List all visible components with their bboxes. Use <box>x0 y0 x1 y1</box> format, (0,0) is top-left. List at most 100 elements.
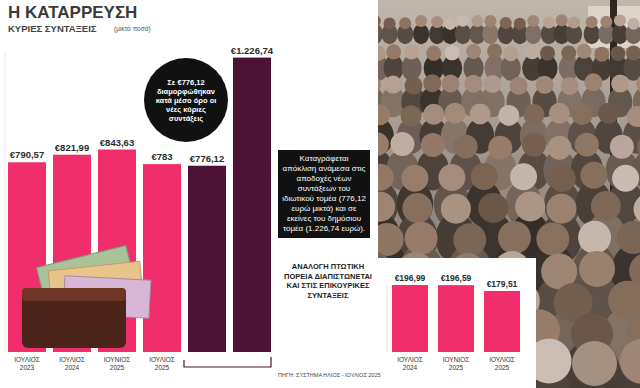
photo-person <box>614 15 626 27</box>
wallet-body <box>22 288 126 348</box>
photo-person <box>386 44 401 59</box>
photo-person <box>568 17 580 29</box>
photo-person <box>455 24 471 44</box>
photo-person <box>586 16 598 28</box>
photo-person <box>415 15 427 27</box>
photo-person <box>636 75 640 93</box>
photo-person <box>470 103 491 124</box>
photo-person <box>577 44 592 59</box>
photo-person <box>525 44 540 59</box>
x-tick-label: ΙΟΥΛΙΟΣ 2023 <box>9 356 45 372</box>
x-tick-label: ΙΟΥΛΙΟΣ 2025 <box>144 356 180 372</box>
photo-person <box>612 165 639 192</box>
callout-circle <box>144 58 228 142</box>
photo-person <box>423 104 444 125</box>
photo-person <box>500 17 512 29</box>
photo-person <box>423 74 441 92</box>
photo-person <box>404 45 419 60</box>
photo-person <box>378 104 390 125</box>
photo-person <box>378 192 395 222</box>
photo-person <box>483 75 501 93</box>
y-axis <box>5 52 6 352</box>
photo-person <box>536 222 569 255</box>
photo-person <box>610 46 625 61</box>
photo-person <box>572 104 593 125</box>
photo-person <box>584 73 602 91</box>
photo-person <box>514 18 526 30</box>
bars <box>392 285 520 352</box>
photo-person <box>378 46 386 61</box>
title: Η ΚΑΤΑΡΡΕΥΣΗ <box>8 3 137 23</box>
bracket <box>184 357 271 367</box>
photo-person <box>454 135 478 159</box>
x-tick-label: ΙΟΥΝΙΟΣ 2025 <box>99 356 135 372</box>
photo-person <box>611 75 629 93</box>
photo-person <box>580 162 607 189</box>
photo-person <box>457 15 469 27</box>
crowd-photo <box>378 0 640 388</box>
photo-person <box>405 222 438 255</box>
photo-person <box>575 133 599 157</box>
photo-person <box>466 44 481 59</box>
chart-title: ΑΝΑΛΟΓΗ ΠΤΩΤΙΚΗ ΠΟΡΕΙΑ ΔΙΑΠΙΣΤΩΝΕΤΑΙ ΚΑΙ… <box>282 262 374 300</box>
photo-person <box>523 104 544 125</box>
photo-person <box>484 15 496 27</box>
photo-person <box>378 223 404 256</box>
callout-box: Καταγράφεται απόκλιση ανάμεσα στις αποδο… <box>278 150 370 238</box>
bar <box>188 166 226 352</box>
data-label: €776,12 <box>177 153 237 164</box>
photo-person <box>401 165 428 192</box>
photo-person <box>637 135 640 159</box>
photo-person <box>441 194 471 224</box>
bar <box>143 164 181 352</box>
photo-person <box>498 105 519 126</box>
photo-person <box>378 132 389 156</box>
photo-person <box>598 103 619 124</box>
bar <box>438 285 474 352</box>
photo-person <box>487 44 502 59</box>
photo-person <box>572 341 617 386</box>
photo-person <box>594 47 609 62</box>
data-label: €179,51 <box>477 279 527 289</box>
x-tick-label: ΙΟΥΛΙΟΣ 2024 <box>54 356 90 372</box>
x-tick-label: ΙΟΥΛΙΟΣ 2025 <box>484 356 520 372</box>
photo-person <box>549 165 576 192</box>
photo-person <box>633 194 640 224</box>
photo-person <box>578 221 611 254</box>
bars <box>8 58 271 352</box>
photo-person <box>561 77 579 95</box>
photo-person <box>444 18 456 30</box>
photo-person <box>378 76 381 94</box>
photo-person <box>510 163 537 190</box>
photo-person <box>431 16 443 28</box>
bar <box>233 58 271 352</box>
data-label: €196,59 <box>431 273 481 283</box>
photo-person <box>510 77 528 95</box>
photo-person <box>442 75 460 93</box>
photo-person <box>608 281 640 320</box>
photo-person <box>384 76 402 94</box>
photo-person <box>471 163 498 190</box>
photo-person <box>579 251 615 287</box>
white-panel <box>378 258 536 388</box>
photo-person <box>546 194 576 224</box>
photo-person <box>378 150 393 191</box>
photo-person <box>591 191 621 221</box>
source: ΠΗΓΗ: ΣΥΣΤΗΜΑ ΗΛΙΟΣ - ΙΟΥΛΙΟΣ 2025 <box>278 372 381 378</box>
photo-person <box>390 132 414 156</box>
photo-person <box>600 16 612 28</box>
data-label: €843,63 <box>87 137 147 148</box>
photo-person <box>471 15 483 27</box>
photo-person <box>378 164 394 191</box>
photo-person <box>617 221 640 254</box>
callout-circle-text: Σε €776,12 διαμορφώθηκαν κατά μέσο όρο ο… <box>155 78 217 123</box>
photo-person <box>561 45 576 60</box>
photo-person <box>399 17 411 29</box>
photo-person <box>478 193 508 223</box>
bar <box>484 291 520 352</box>
photo-person <box>384 18 396 30</box>
data-label: €821,99 <box>42 142 102 153</box>
photo-person <box>549 103 570 124</box>
photo-person <box>627 106 640 127</box>
photo-person <box>426 46 441 61</box>
